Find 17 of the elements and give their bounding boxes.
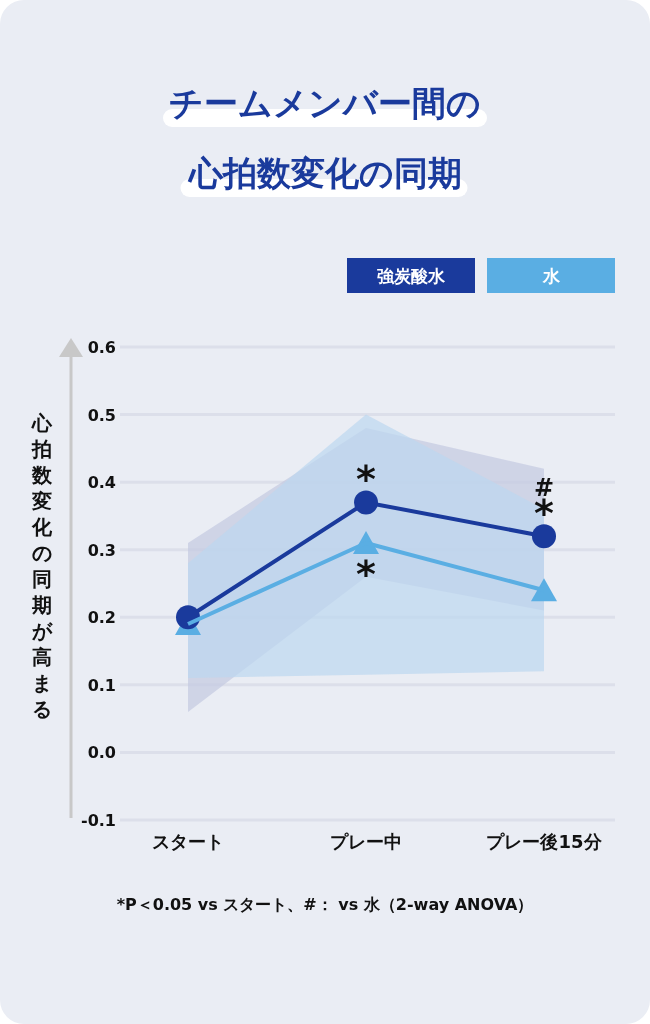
x-tick-label: プレー後15分 [486,831,603,852]
annotation: * [356,551,377,596]
annotation: * [356,457,377,502]
y-tick-label: -0.1 [81,811,116,830]
y-tick-label: 0.6 [87,338,116,357]
y-tick-label: 0.4 [87,473,116,493]
x-tick-label: プレー中 [330,831,402,852]
y-tick-label: 0.3 [87,540,116,560]
legend: 強炭酸水 水 [347,258,615,293]
y-tick-label: 0.1 [87,675,116,695]
y-tick-label: 0.5 [87,405,116,425]
text: *P＜0.05 vs スタート、#： vs 水（2-way ANOVA） [116,895,534,914]
x-tick-label: スタート [152,831,224,852]
text: 心拍数変化の同期が高まる [32,411,52,721]
y-tick-label: 0.0 [87,743,116,763]
title: チームメンバー間の心拍数変化の同期 [163,83,487,197]
y-tick-label: 0.2 [87,608,116,628]
